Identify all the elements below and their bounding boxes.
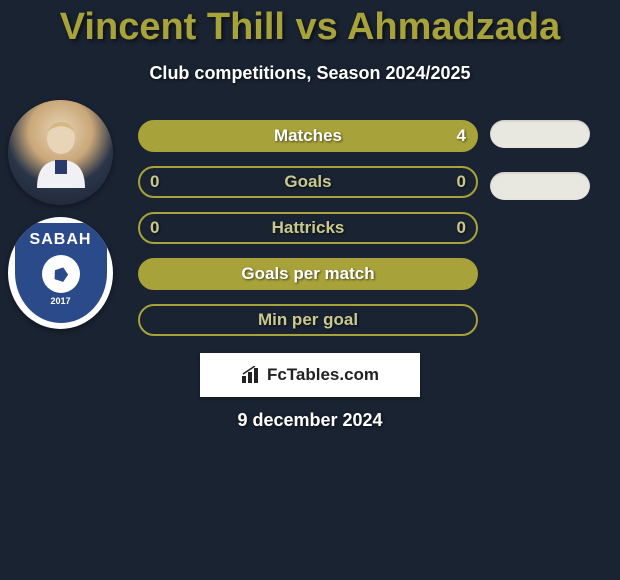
stat-right-value: 4 [457,126,466,146]
stats-panel: Matches 4 0 Goals 0 0 Hattricks 0 Goals per matc… [138,120,478,350]
stat-right-value: 0 [457,172,466,192]
player-avatar [8,100,113,205]
stat-label: Goals per match [241,264,374,284]
subtitle: Club competitions, Season 2024/2025 [0,63,620,84]
stat-left-value: 0 [150,172,159,192]
pill [490,172,590,200]
pill [490,120,590,148]
avatar-column: SABAH 2017 [8,100,113,341]
stat-bar: 0 Hattricks 0 [138,212,478,244]
stat-label: Goals [284,172,331,192]
stat-left-value: 0 [150,218,159,238]
fctables-badge: FcTables.com [200,353,420,397]
crest-name: SABAH [30,231,92,249]
stat-bar: Matches 4 [138,120,478,152]
crest-year: 2017 [50,296,70,306]
player-silhouette-icon [31,118,91,188]
date-text: 9 december 2024 [0,410,620,431]
page-title: Vincent Thill vs Ahmadzada [0,0,620,49]
stat-label: Matches [274,126,342,146]
right-pills [490,120,590,224]
fctables-label: FcTables.com [267,365,379,385]
stat-label: Min per goal [258,310,358,330]
stat-bar: Goals per match [138,258,478,290]
stat-bar: Min per goal [138,304,478,336]
stat-right-value: 0 [457,218,466,238]
club-crest: SABAH 2017 [8,217,113,329]
bar-chart-icon [241,366,263,384]
soccer-ball-icon [42,255,80,293]
stat-label: Hattricks [272,218,345,238]
stat-bar: 0 Goals 0 [138,166,478,198]
